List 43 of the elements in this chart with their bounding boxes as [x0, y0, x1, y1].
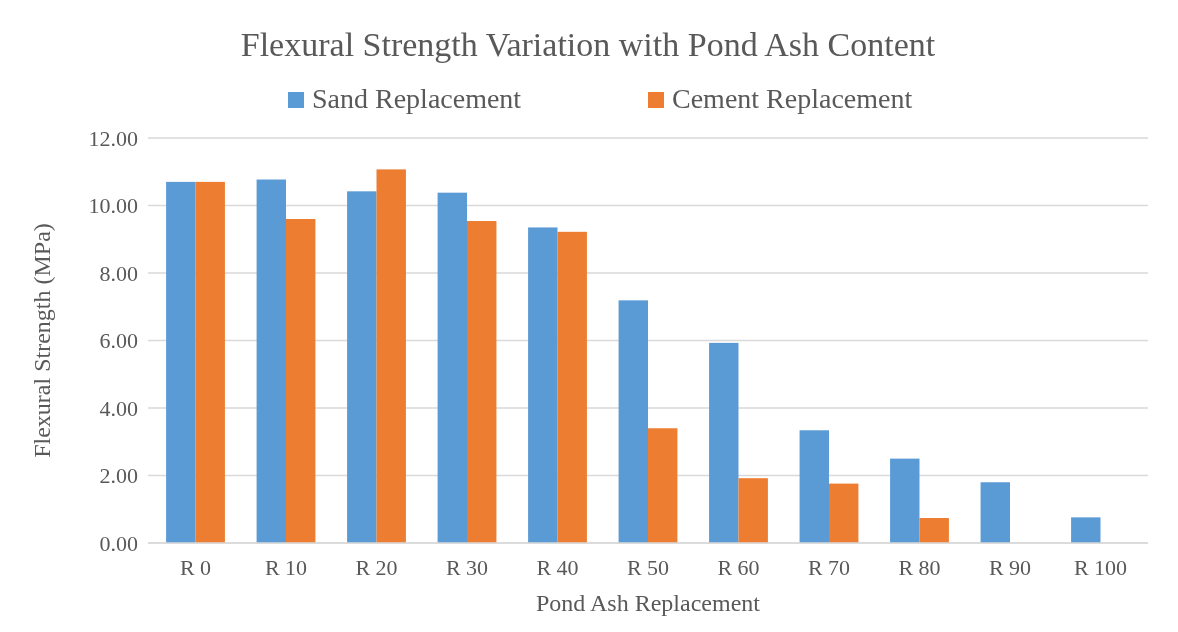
y-tick-label: 12.00	[88, 125, 138, 151]
bar	[890, 458, 920, 543]
x-tick-label: R 10	[264, 555, 308, 580]
bar	[286, 219, 316, 543]
x-tick-label: R 90	[988, 555, 1032, 580]
x-axis-title: Pond Ash Replacement	[536, 590, 761, 616]
bar	[557, 231, 587, 543]
x-tick-label: R 70	[807, 555, 851, 580]
bar	[738, 478, 768, 543]
bar	[919, 518, 949, 543]
legend-label: Cement Replacement	[672, 83, 913, 114]
y-tick-label: 4.00	[99, 395, 138, 421]
y-tick-label: 2.00	[99, 463, 138, 489]
bar	[467, 221, 497, 543]
bar	[829, 483, 859, 543]
bar	[195, 181, 225, 543]
y-tick-label: 10.00	[88, 193, 138, 219]
y-tick-label: 6.00	[99, 328, 138, 354]
bar	[166, 181, 196, 543]
bar	[648, 428, 678, 543]
y-tick-label: 0.00	[99, 530, 138, 556]
x-tick-label: R 0	[179, 555, 212, 580]
x-tick-label: R 80	[898, 555, 941, 580]
bar	[437, 192, 467, 543]
bar	[618, 300, 648, 543]
bar	[256, 179, 287, 543]
bar	[799, 430, 829, 543]
x-tick-label: R 30	[445, 555, 489, 580]
x-tick-label: R 50	[626, 555, 670, 580]
y-tick-label: 8.00	[99, 260, 138, 286]
bar	[1071, 517, 1101, 543]
bar	[347, 191, 377, 543]
bar	[376, 169, 406, 543]
bar	[709, 342, 739, 543]
bar	[528, 227, 558, 543]
x-tick-label: R 40	[536, 555, 579, 580]
x-tick-label: R 60	[717, 555, 760, 580]
legend-label: Sand Replacement	[312, 83, 522, 114]
y-axis-title: Flexural Strength (MPa)	[29, 223, 55, 458]
chart-title: Flexural Strength Variation with Pond Ash Content	[240, 26, 936, 63]
x-tick-label: R 100	[1073, 555, 1128, 580]
bar	[980, 482, 1010, 543]
x-tick-label: R 20	[355, 555, 398, 580]
